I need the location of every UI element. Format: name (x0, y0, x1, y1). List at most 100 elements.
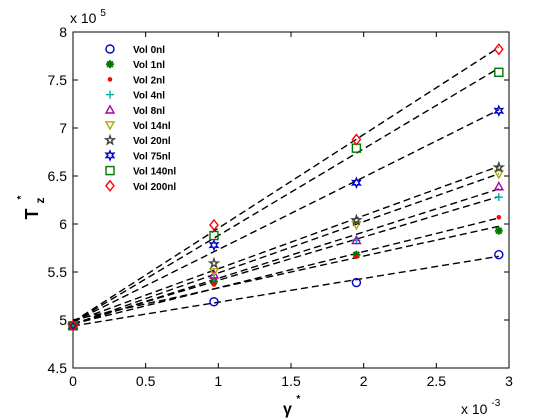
data-point (209, 230, 219, 241)
x-multiplier-exp: -3 (491, 398, 500, 409)
y-tick-label: 4.5 (48, 360, 68, 376)
legend-label: Vol 20nl (133, 136, 171, 147)
data-markers (66, 43, 506, 333)
legend-label: Vol 200nl (133, 182, 176, 193)
data-point (493, 43, 504, 56)
x-label-base: γ (283, 401, 292, 418)
legend-item: Vol 14nl (104, 121, 171, 132)
legend-item: Vol 2nl (107, 75, 165, 86)
legend-label: Vol 2nl (133, 75, 165, 86)
data-point (351, 234, 362, 245)
fit-line (72, 173, 500, 326)
fit-line (72, 165, 500, 323)
marker-dot (107, 77, 113, 82)
legend-label: Vol 1nl (133, 60, 165, 71)
legend-item: Vol 75nl (104, 149, 171, 162)
legend-item: Vol 4nl (106, 90, 165, 102)
y-tick-label: 7.5 (48, 72, 68, 88)
marker-star (103, 133, 117, 146)
data-point (351, 277, 362, 288)
marker-plus (106, 90, 114, 99)
y-label-base: T (22, 209, 42, 220)
marker-diamond (105, 179, 115, 192)
data-point (208, 269, 220, 279)
y-axis-label: T z * (16, 192, 48, 219)
data-point (208, 238, 220, 252)
fit-line (72, 217, 499, 325)
fit-lines (72, 46, 500, 327)
axis-ticks (72, 31, 510, 369)
x-tick-label: 3 (505, 373, 513, 389)
y-multiplier-base: x 10 (70, 10, 97, 26)
x-tick-label: 2 (360, 373, 368, 389)
y-label-sup: * (16, 195, 27, 199)
marker-hexagram (104, 149, 116, 162)
fit-line (72, 67, 500, 323)
marker-circle (105, 44, 115, 54)
x-label-sup: * (296, 394, 300, 405)
data-point (209, 218, 219, 232)
x-tick-label: 1.5 (281, 373, 301, 389)
legend-item: Vol 1nl (106, 60, 165, 71)
y-multiplier: x 10 5 (70, 8, 106, 26)
data-point (351, 133, 362, 146)
data-point (209, 297, 219, 307)
x-multiplier-base: x 10 (461, 401, 488, 417)
fit-line (72, 46, 500, 323)
x-tick-label: 0 (69, 373, 77, 389)
data-point (494, 250, 504, 260)
data-point (207, 256, 221, 269)
y-tick-label: 7 (59, 120, 67, 136)
legend-item: Vol 0nl (105, 44, 165, 56)
data-point (494, 193, 503, 202)
data-point (350, 213, 363, 226)
y-label-sub: z (33, 198, 47, 204)
y-tick-label: 6.5 (48, 168, 68, 184)
data-point (494, 67, 504, 78)
data-point (496, 214, 502, 220)
legend: Vol 0nl Vol 1nl Vol 2nl Vol 4nl Vol 8nl Vol 1… (103, 44, 176, 193)
fit-line (72, 188, 500, 326)
legend-label: Vol 75nl (133, 151, 171, 162)
x-axis-label: γ * (283, 394, 300, 418)
legend-label: Vol 140nl (133, 167, 176, 178)
data-point (494, 226, 503, 235)
data-point (350, 176, 362, 190)
marker-square (105, 165, 115, 176)
legend-label: Vol 8nl (133, 106, 165, 117)
fit-line (72, 195, 500, 325)
tick-labels: 0 0.5 1 1.5 2 2.5 3 4.5 5 5.5 6 6.5 7 7.5 8 (48, 24, 514, 389)
legend-item: Vol 8nl (104, 104, 165, 117)
legend-item: Vol 140nl (105, 165, 176, 178)
data-point (208, 268, 220, 278)
legend-item: Vol 200nl (105, 179, 176, 193)
x-tick-label: 0.5 (136, 373, 156, 389)
y-tick-label: 8 (59, 24, 67, 40)
y-tick-label: 5 (59, 312, 67, 328)
data-point (354, 254, 359, 259)
legend-label: Vol 4nl (133, 91, 165, 102)
x-tick-label: 1 (214, 373, 222, 389)
x-multiplier: x 10 -3 (461, 398, 501, 417)
data-point (493, 181, 505, 191)
y-tick-label: 5.5 (48, 264, 68, 280)
marker-triangle-down (104, 121, 116, 131)
fit-line (72, 255, 499, 327)
legend-label: Vol 0nl (133, 45, 165, 56)
data-point (211, 282, 217, 287)
data-point (493, 104, 505, 118)
data-point (68, 319, 78, 332)
svg-text:T z *: T z * (16, 192, 48, 219)
data-point (492, 160, 506, 173)
fit-line (72, 225, 499, 321)
fit-line (72, 109, 500, 323)
legend-label: Vol 14nl (133, 121, 171, 132)
y-multiplier-exp: 5 (100, 8, 106, 19)
data-point (493, 170, 505, 180)
x-tick-label: 2.5 (427, 373, 447, 389)
marker-asterisk (106, 60, 114, 69)
y-tick-label: 6 (59, 216, 67, 232)
legend-item: Vol 20nl (103, 133, 171, 147)
marker-triangle-up (104, 104, 116, 114)
